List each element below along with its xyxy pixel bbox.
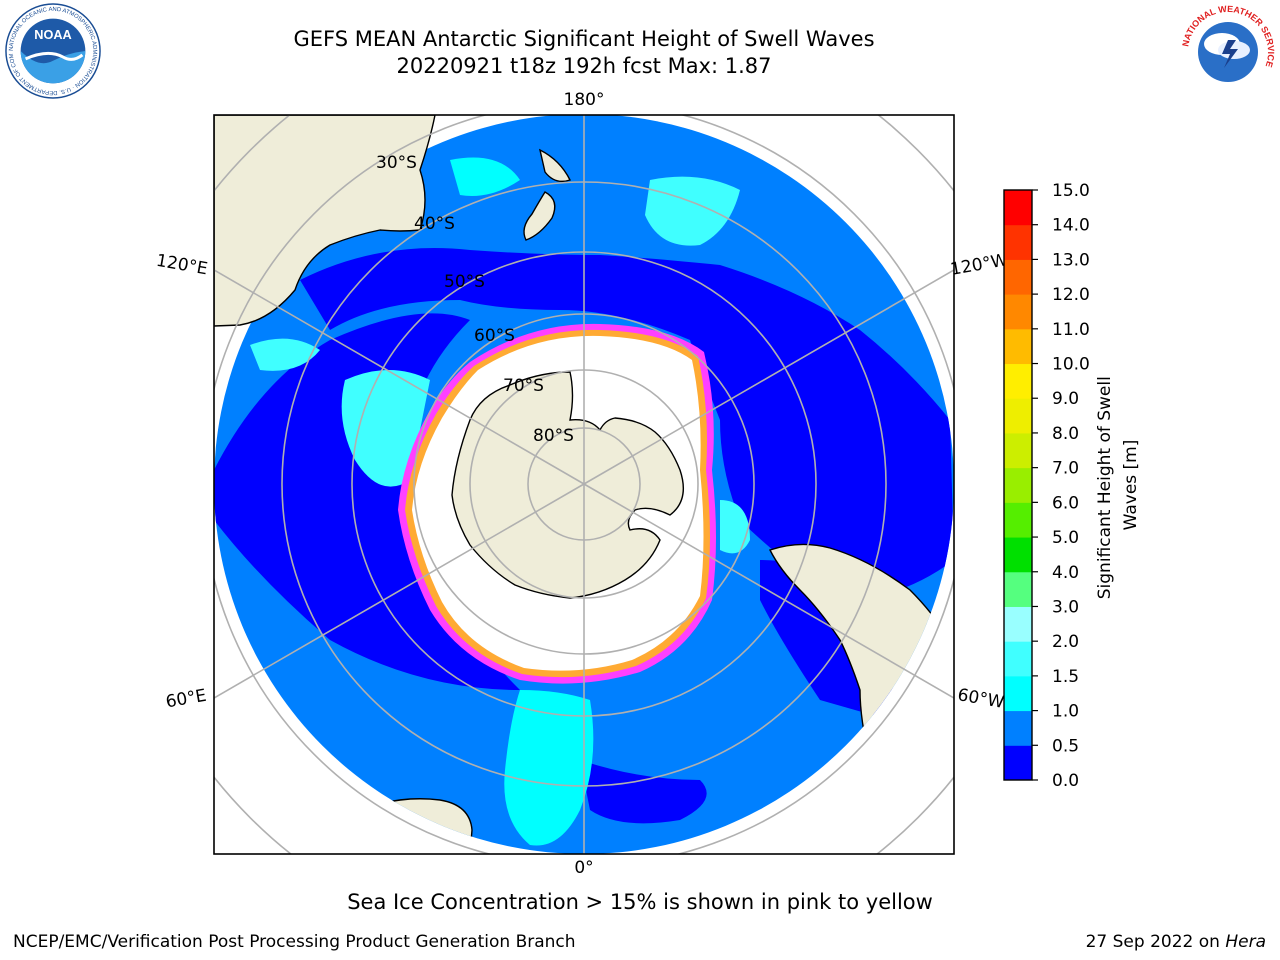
title-line-2: 20220921 t18z 192h fcst Max: 1.87 [396,54,772,78]
lon-label-180: 180° [564,90,605,110]
low-swell-region [580,760,707,824]
lon-label-120e: 120°E [155,251,209,280]
map-title: GEFS MEAN Antarctic Significant Height o… [0,26,1168,80]
lat-label-70s: 70°S [503,376,544,396]
colorbar-title: Significant Height of Swell Waves [m] [1095,371,1141,600]
colorbar-segment [1004,710,1032,746]
colorbar: 0.0 0.5 1.0 1.5 2.0 3.0 4.0 5.0 6.0 7.0 8.0 9.0 10.0… [1003,181,1090,791]
lat-label-60s: 60°S [474,326,515,346]
colorbar-segment [1004,224,1032,260]
colorbar-tick-label: 1.0 [1052,702,1079,722]
colorbar-tick-label: 5.0 [1052,528,1079,548]
colorbar-tick-label: 9.0 [1052,389,1079,409]
lat-label-50s: 50°S [444,272,485,292]
colorbar-segment [1004,363,1032,399]
new-zealand-landmass [523,148,571,241]
lon-label-0: 0° [574,858,593,878]
moderate-swell-region [450,157,520,196]
colorbar-segment [1004,294,1032,330]
colorbar-tick-label: 10.0 [1052,355,1090,375]
colorbar-segment [1004,571,1032,607]
colorbar-tick-label: 8.0 [1052,424,1079,444]
colorbar-segment [1004,190,1032,226]
colorbar-tick-label: 0.0 [1052,771,1079,791]
colorbar-segment [1004,641,1032,677]
sea-ice-note: Sea Ice Concentration > 15% is shown in … [347,890,933,914]
credit-date: 27 Sep 2022 on Hera [1086,932,1266,952]
antarctica-landmass [451,371,684,599]
colorbar-segment [1004,328,1032,365]
credit-date-text: 27 Sep 2022 on [1085,932,1226,952]
low-swell-region [300,248,954,600]
colorbar-tick-label: 12.0 [1052,285,1090,305]
credit-machine: Hera [1225,932,1266,952]
colorbar-title-line-2: Waves [m] [1121,440,1141,531]
map-panel: 30°S 40°S 50°S 60°S 70°S 80°S [214,115,954,854]
colorbar-tick-label: 15.0 [1052,181,1090,201]
lat-label-40s: 40°S [414,214,455,234]
colorbar-segment [1004,745,1032,781]
colorbar-tick-label: 1.5 [1052,667,1079,687]
lon-label-60e: 60°E [164,686,208,713]
colorbar-segment [1004,675,1032,712]
lat-label-80s: 80°S [533,426,574,446]
colorbar-tick-label: 3.0 [1052,597,1079,617]
noaa-logo: NATIONAL OCEANIC AND ATMOSPHERIC ADMINIS… [4,2,101,99]
colorbar-segment [1004,537,1032,573]
colorbar-segment [1004,432,1032,469]
colorbar-tick-label: 13.0 [1052,250,1090,270]
colorbar-segment [1004,259,1032,295]
colorbar-segment [1004,398,1032,434]
moderate-swell-region [720,500,750,554]
colorbar-segment [1004,467,1032,503]
noaa-logo-text: NOAA [34,27,72,42]
nws-logo: NATIONAL WEATHER SERVICE [1180,4,1276,100]
colorbar-segment [1004,502,1032,538]
title-line-1: GEFS MEAN Antarctic Significant Height o… [293,27,875,51]
colorbar-title-line-1: Significant Height of Swell [1095,376,1115,599]
colorbar-tick-label: 14.0 [1052,216,1090,236]
lat-label-30s: 30°S [376,153,417,173]
australia-landmass [214,115,436,327]
credit-branch: NCEP/EMC/Verification Post Processing Pr… [13,932,576,952]
colorbar-tick-label: 4.0 [1052,563,1079,583]
lon-label-120w: 120°W [949,250,1010,280]
lon-label-60w: 60°W [956,685,1006,713]
colorbar-tick-label: 6.0 [1052,493,1079,513]
colorbar-border [1003,189,1033,781]
colorbar-tick-label: 7.0 [1052,459,1079,479]
colorbar-tick-label: 0.5 [1052,736,1079,756]
colorbar-tick-label: 2.0 [1052,632,1079,652]
moderate-swell-region [250,338,320,371]
colorbar-tick-label: 11.0 [1052,320,1090,340]
graticule [214,115,954,854]
moderate-swell-region [504,690,594,846]
map-frame [213,114,955,855]
moderate-swell-region [341,370,430,487]
colorbar-segment [1004,606,1032,642]
